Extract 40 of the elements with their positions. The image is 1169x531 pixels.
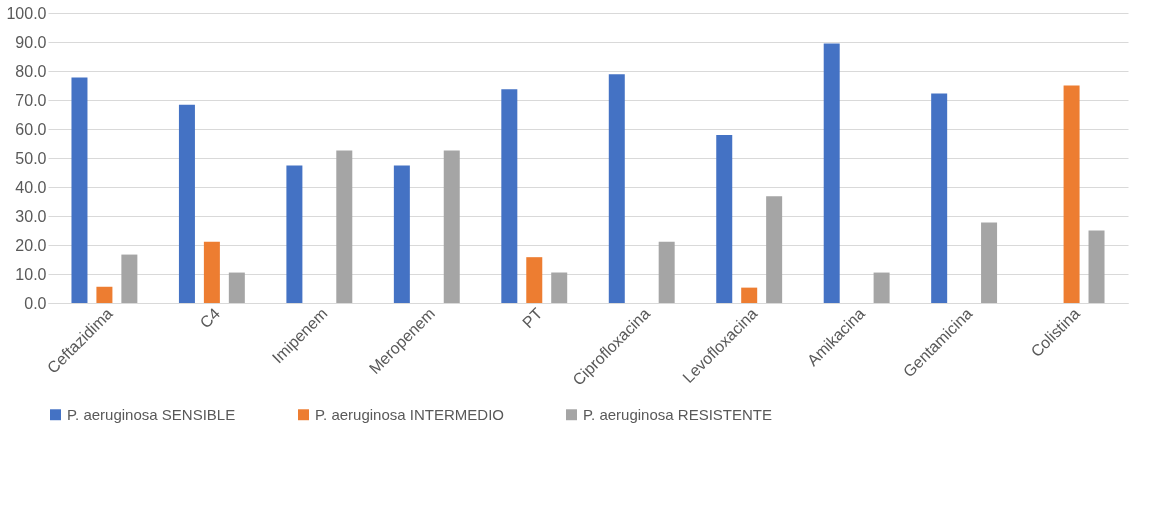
bar <box>658 241 675 303</box>
bar <box>96 286 113 303</box>
y-tick-label: 30.0 <box>15 207 47 225</box>
y-tick-label: 50.0 <box>15 149 47 167</box>
y-tick-label: 80.0 <box>15 62 47 80</box>
y-tick-label: 100.0 <box>6 4 47 22</box>
bar <box>608 74 625 303</box>
bar <box>501 89 518 303</box>
bar <box>981 222 998 303</box>
bar <box>716 135 733 303</box>
y-tick-label: 90.0 <box>15 33 47 51</box>
legend-label: P. aeruginosa RESISTENTE <box>583 405 772 423</box>
x-tick-label: PT <box>519 304 546 332</box>
bar <box>393 165 410 303</box>
bar <box>823 43 840 303</box>
bar <box>551 272 568 303</box>
bar <box>766 196 783 303</box>
y-tick-label: 10.0 <box>15 265 47 283</box>
bar <box>286 165 303 303</box>
bar <box>443 150 460 303</box>
x-tick-label: C4 <box>196 304 224 332</box>
bar <box>336 150 353 303</box>
bar <box>121 254 138 303</box>
bar <box>203 241 220 303</box>
y-tick-label: 20.0 <box>15 236 47 254</box>
y-tick-label: 60.0 <box>15 120 47 138</box>
bar <box>71 77 88 303</box>
bar <box>873 272 890 303</box>
bar <box>1088 230 1105 303</box>
y-tick-label: 70.0 <box>15 91 47 109</box>
bar <box>931 93 948 303</box>
y-tick-label: 40.0 <box>15 178 47 196</box>
legend-label: P. aeruginosa SENSIBLE <box>67 405 236 423</box>
y-tick-label: 0.0 <box>24 294 47 312</box>
bar <box>526 257 543 303</box>
legend-label: P. aeruginosa INTERMEDIO <box>315 405 504 423</box>
bar <box>741 287 758 303</box>
bar <box>178 104 195 303</box>
bar <box>1063 85 1080 303</box>
bar <box>228 272 245 303</box>
